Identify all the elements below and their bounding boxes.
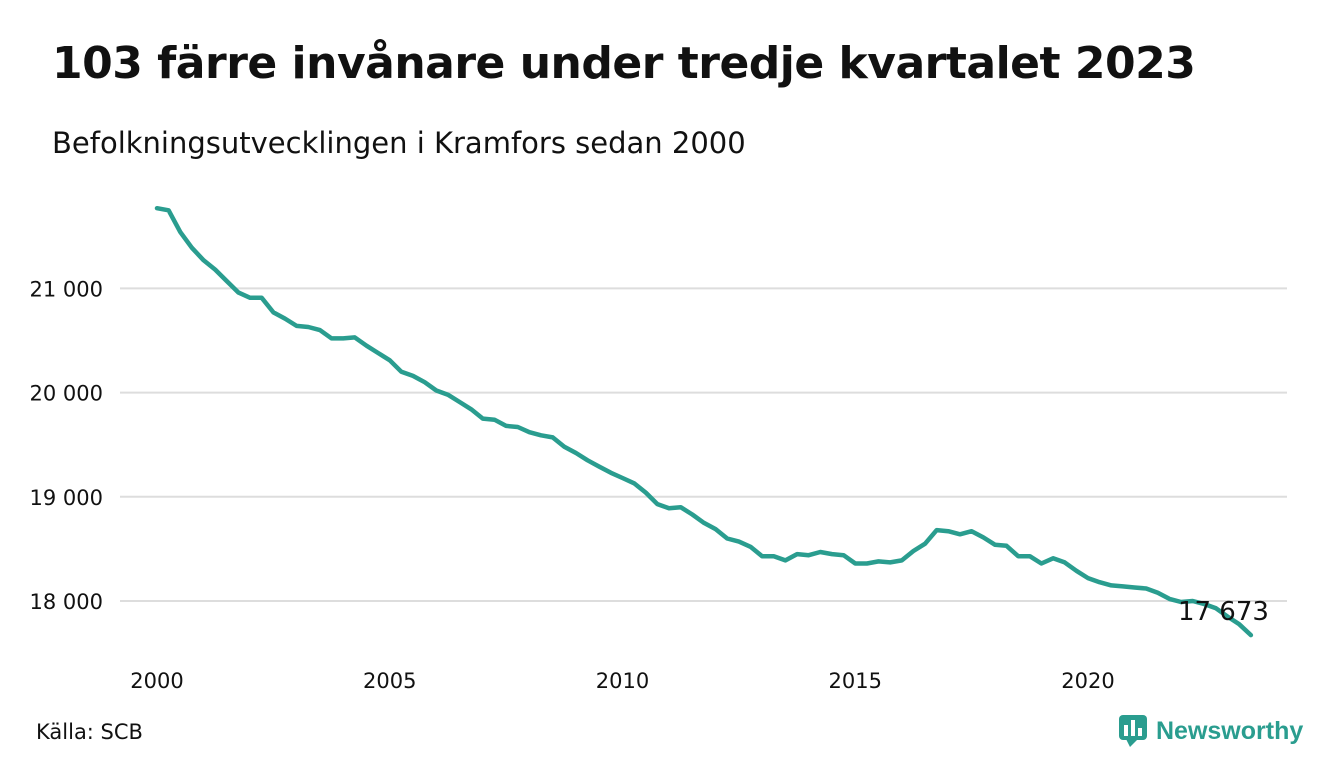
chart-subtitle: Befolkningsutvecklingen i Kramfors sedan… [52, 126, 746, 160]
y-tick-label: 19 000 [30, 486, 103, 510]
brand-name: Newsworthy [1156, 716, 1304, 745]
x-tick-label: 2005 [363, 669, 416, 693]
y-tick-label: 21 000 [30, 277, 103, 301]
series-line [154, 205, 1254, 638]
y-tick-label: 18 000 [30, 590, 103, 614]
y-tick-label: 20 000 [30, 382, 103, 406]
x-tick-label: 2015 [829, 669, 882, 693]
newsworthy-logo-icon [1119, 715, 1147, 747]
x-tick-label: 2010 [596, 669, 649, 693]
chart-title: 103 färre invånare under tredje kvartale… [52, 38, 1196, 89]
x-tick-label: 2020 [1061, 669, 1114, 693]
source-note: Källa: SCB [36, 720, 143, 744]
end-value-label: 17 673 [1178, 597, 1269, 627]
brand-logo: Newsworthy [1118, 714, 1303, 748]
x-tick-label: 2000 [130, 669, 183, 693]
